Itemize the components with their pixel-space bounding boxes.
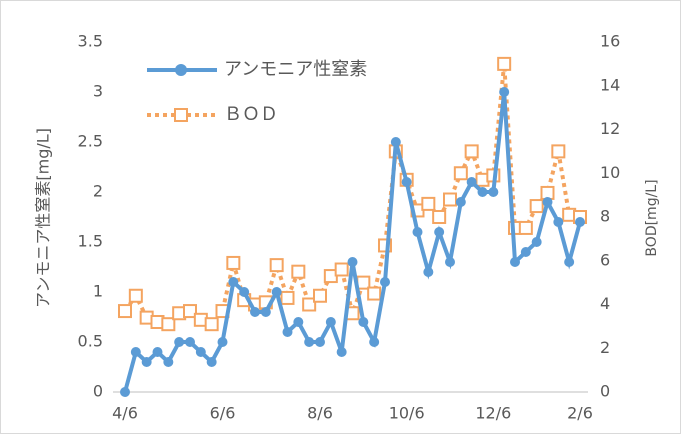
point bbox=[358, 317, 369, 327]
point bbox=[226, 255, 241, 270]
point bbox=[443, 192, 457, 207]
point bbox=[564, 257, 575, 267]
x-tick-label: 6/6 bbox=[210, 404, 236, 423]
y-tick-label: 2 bbox=[93, 182, 103, 201]
point bbox=[118, 304, 132, 319]
point bbox=[128, 288, 143, 303]
point bbox=[542, 197, 553, 207]
point bbox=[369, 337, 380, 347]
y-tick-label: 3.5 bbox=[78, 32, 103, 51]
point bbox=[434, 227, 445, 237]
point bbox=[477, 187, 488, 197]
point bbox=[390, 137, 401, 147]
point bbox=[260, 307, 271, 317]
point bbox=[313, 288, 327, 303]
point bbox=[228, 277, 239, 287]
point bbox=[174, 337, 185, 347]
point bbox=[269, 258, 284, 273]
point bbox=[204, 317, 219, 332]
point bbox=[488, 187, 499, 197]
x-tick-label: 2/6 bbox=[567, 404, 593, 423]
point bbox=[302, 297, 317, 312]
y2-tick-label: 0 bbox=[600, 382, 610, 401]
point bbox=[161, 317, 176, 332]
point bbox=[291, 264, 306, 279]
y2-tick-label: 2 bbox=[600, 338, 610, 357]
y2-tick-label: 8 bbox=[600, 207, 610, 226]
y2-axis-title: BOD[mg/L] bbox=[644, 179, 660, 256]
point bbox=[499, 87, 510, 97]
y-tick-label: 0 bbox=[93, 382, 103, 401]
point bbox=[453, 166, 468, 181]
y2-tick-label: 4 bbox=[600, 294, 610, 313]
point bbox=[432, 210, 447, 224]
point bbox=[293, 317, 304, 327]
point bbox=[315, 337, 325, 347]
point bbox=[334, 262, 349, 277]
point bbox=[445, 257, 455, 267]
x-tick-label: 8/6 bbox=[307, 404, 333, 423]
y2-tick-label: 6 bbox=[600, 250, 610, 269]
point bbox=[518, 220, 533, 235]
y-tick-label: 2.5 bbox=[78, 132, 103, 151]
point bbox=[466, 177, 477, 187]
point bbox=[304, 337, 315, 347]
y-tick-label: 1.5 bbox=[78, 232, 103, 251]
y2-tick-label: 16 bbox=[600, 32, 620, 51]
point bbox=[217, 337, 228, 347]
legend-label: ＢＯＤ bbox=[224, 104, 278, 125]
point bbox=[271, 287, 282, 297]
point bbox=[206, 357, 217, 367]
point bbox=[280, 290, 295, 305]
point bbox=[120, 387, 130, 397]
point bbox=[239, 287, 250, 297]
point bbox=[250, 307, 260, 317]
x-tick-label: 12/6 bbox=[475, 404, 511, 423]
point bbox=[531, 237, 542, 247]
point bbox=[195, 347, 206, 357]
point bbox=[141, 357, 152, 367]
legend-marker bbox=[175, 64, 187, 76]
y-tick-label: 0.5 bbox=[78, 332, 103, 351]
point bbox=[464, 144, 479, 159]
point bbox=[551, 144, 566, 159]
legend-label: アンモニア性窒素 bbox=[224, 59, 367, 80]
point bbox=[401, 177, 412, 187]
point bbox=[529, 199, 544, 214]
point bbox=[455, 197, 466, 207]
point bbox=[367, 286, 382, 301]
point bbox=[325, 317, 336, 327]
y-tick-label: 3 bbox=[93, 82, 103, 101]
x-tick-label: 10/6 bbox=[389, 404, 425, 423]
point bbox=[163, 357, 174, 367]
y2-tick-label: 12 bbox=[600, 119, 620, 138]
point bbox=[553, 217, 564, 227]
point bbox=[347, 257, 358, 267]
point bbox=[183, 304, 197, 319]
y-tick-label: 1 bbox=[93, 282, 103, 301]
point bbox=[510, 257, 520, 267]
y2-tick-label: 10 bbox=[600, 163, 620, 182]
x-tick-label: 4/6 bbox=[112, 404, 138, 423]
point bbox=[130, 347, 141, 357]
point bbox=[423, 267, 434, 277]
y2-tick-label: 14 bbox=[600, 75, 620, 94]
point bbox=[380, 277, 390, 287]
y-axis-title: アンモニア性窒素[mg/L] bbox=[34, 128, 53, 308]
point bbox=[575, 217, 585, 227]
point bbox=[497, 56, 512, 71]
point bbox=[520, 247, 531, 257]
point bbox=[152, 347, 163, 357]
legend-marker bbox=[174, 108, 188, 122]
point bbox=[421, 196, 436, 211]
point bbox=[412, 227, 423, 237]
point bbox=[282, 327, 293, 337]
point bbox=[336, 347, 347, 357]
point bbox=[185, 337, 195, 347]
